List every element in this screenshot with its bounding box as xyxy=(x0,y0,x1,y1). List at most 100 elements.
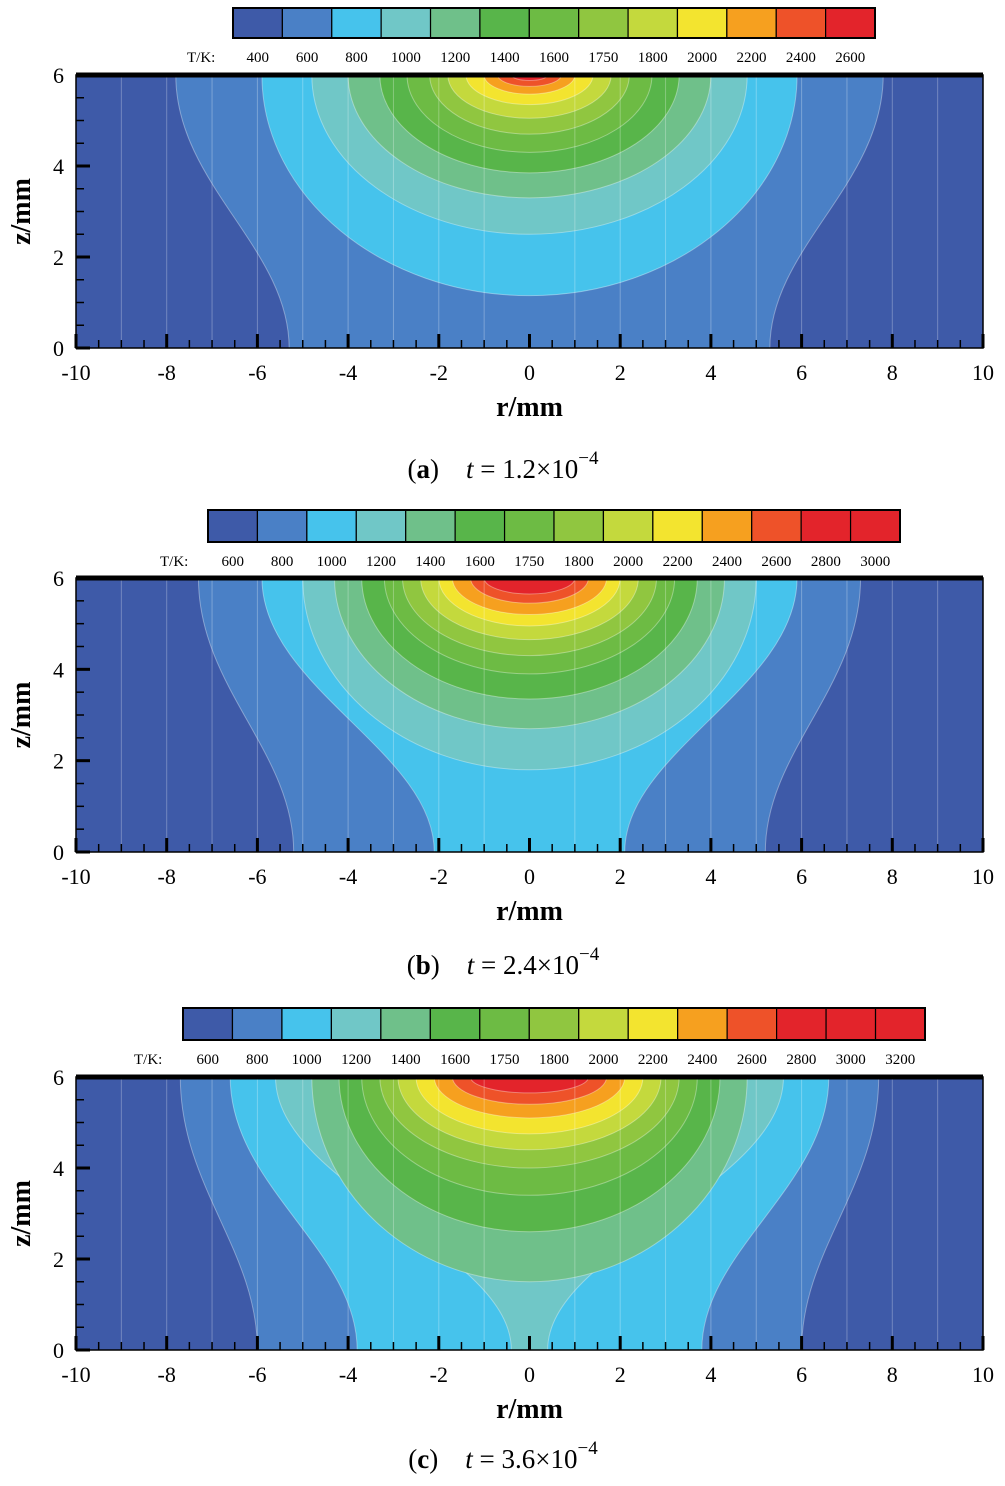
colorbar-level-label: 2600 xyxy=(835,50,865,66)
colorbar-level-label: 600 xyxy=(296,50,319,66)
colorbar-level-label: 3000 xyxy=(860,554,890,570)
x-tick-label: -2 xyxy=(430,1362,448,1387)
colorbar-swatch xyxy=(677,1007,728,1041)
x-tick-label: -8 xyxy=(158,864,176,889)
colorbar-swatch xyxy=(849,509,901,543)
colorbar-swatch xyxy=(528,7,580,39)
colorbar-swatch xyxy=(676,7,728,39)
y-axis: 0 2 4 6 z/mm xyxy=(6,566,90,865)
colorbar-swatch xyxy=(380,1007,431,1041)
y-axis-title: z/mm xyxy=(6,682,37,749)
y-axis: 0 2 4 6 z/mm xyxy=(6,1065,90,1363)
panel-caption: (a) t = 1.2×10−4 xyxy=(408,448,599,484)
colorbar: 600 800 1000 1200 1400 1600 1750 1800 2000 2200 24… xyxy=(160,509,901,570)
x-tick-label: 2 xyxy=(615,864,626,889)
colorbar-level-label: 2000 xyxy=(588,1052,618,1068)
colorbar-swatch xyxy=(726,7,777,39)
colorbar-swatch xyxy=(454,509,506,543)
colorbar-swatch xyxy=(726,1007,778,1041)
colorbar-swatch xyxy=(231,1007,283,1041)
y-tick-label: 4 xyxy=(53,657,64,682)
colorbar-swatch xyxy=(775,7,827,39)
colorbar-swatch xyxy=(800,509,852,543)
panel-caption: (c) t = 3.6×10−4 xyxy=(408,1438,598,1474)
colorbar-title: T/K: xyxy=(187,50,215,66)
colorbar-swatch xyxy=(874,1007,926,1041)
colorbar-swatch xyxy=(701,509,753,543)
panel-b: 600 800 1000 1200 1400 1600 1750 1800 2000 2200 24… xyxy=(6,509,994,980)
colorbar-level-label: 1000 xyxy=(391,50,421,66)
y-tick-label: 2 xyxy=(53,1247,64,1272)
colorbar-title: T/K: xyxy=(160,554,188,570)
colorbar-swatch xyxy=(330,1007,382,1041)
colorbar-level-label: 1800 xyxy=(564,554,594,570)
colorbar-level-label: 1600 xyxy=(440,1052,470,1068)
x-tick-label: -6 xyxy=(248,1362,266,1387)
colorbar-swatch xyxy=(281,7,333,39)
y-axis-title: z/mm xyxy=(6,1180,37,1247)
y-tick-label: 4 xyxy=(53,154,64,179)
x-tick-label: -2 xyxy=(430,864,448,889)
x-tick-label: 2 xyxy=(615,1362,626,1387)
colorbar: 600 800 1000 1200 1400 1600 1750 1800 2000 2200 24… xyxy=(134,1007,926,1068)
x-tick-label: 0 xyxy=(524,864,535,889)
colorbar-swatch xyxy=(578,7,629,39)
colorbar-swatch xyxy=(652,509,703,543)
contour-plot xyxy=(76,1077,983,1350)
colorbar-level-label: 1200 xyxy=(440,50,470,66)
x-tick-label: -8 xyxy=(158,1362,176,1387)
x-tick-label: 6 xyxy=(796,360,807,385)
colorbar-level-label: 2200 xyxy=(737,50,767,66)
x-tick-label: -4 xyxy=(339,1362,357,1387)
y-axis: 0 2 4 6 z/mm xyxy=(6,63,90,361)
colorbar-level-label: 1750 xyxy=(588,50,618,66)
colorbar-level-label: 1000 xyxy=(317,554,347,570)
panel-caption: (b) t = 2.4×10−4 xyxy=(407,944,600,980)
colorbar-swatch xyxy=(578,1007,629,1041)
colorbar-level-label: 2000 xyxy=(613,554,643,570)
colorbar-swatch xyxy=(627,7,679,39)
colorbar: 400 600 800 1000 1200 1400 1600 1750 1800 2000 220… xyxy=(187,7,876,66)
colorbar-level-label: 2600 xyxy=(737,1052,767,1068)
x-axis: -10 -8 -6 -4 -2 0 2 4 6 8 10 r/mm xyxy=(61,838,994,927)
y-tick-label: 0 xyxy=(53,840,64,865)
colorbar-swatch xyxy=(528,1007,580,1041)
x-axis: -10 -8 -6 -4 -2 0 2 4 6 8 10 r/mm xyxy=(61,1336,994,1425)
colorbar-level-label: 2600 xyxy=(761,554,791,570)
colorbar-level-label: 1600 xyxy=(539,50,569,66)
x-tick-label: 10 xyxy=(972,360,994,385)
x-tick-label: 4 xyxy=(705,360,716,385)
colorbar-level-label: 1400 xyxy=(490,50,520,66)
contour-plot xyxy=(76,578,983,852)
x-tick-label: -10 xyxy=(61,360,90,385)
colorbar-level-label: 2200 xyxy=(663,554,693,570)
colorbar-swatch xyxy=(331,7,382,39)
x-tick-label: -10 xyxy=(61,864,90,889)
colorbar-swatch xyxy=(232,7,283,39)
x-tick-label: 8 xyxy=(887,360,898,385)
colorbar-swatch xyxy=(429,7,481,39)
colorbar-swatch xyxy=(825,1007,877,1041)
colorbar-swatch xyxy=(207,509,259,543)
colorbar-level-label: 1400 xyxy=(391,1052,421,1068)
colorbar-level-label: 2400 xyxy=(712,554,742,570)
colorbar-swatch xyxy=(627,1007,679,1041)
y-tick-label: 0 xyxy=(53,1338,64,1363)
colorbar-level-label: 1200 xyxy=(341,1052,371,1068)
colorbar-swatch xyxy=(281,1007,332,1041)
y-tick-label: 6 xyxy=(53,1065,64,1090)
colorbar-level-label: 2000 xyxy=(687,50,717,66)
colorbar-border xyxy=(182,1007,926,1041)
colorbar-level-label: 3000 xyxy=(836,1052,866,1068)
x-tick-label: 6 xyxy=(796,1362,807,1387)
x-tick-label: -8 xyxy=(158,360,176,385)
x-tick-label: -4 xyxy=(339,360,357,385)
colorbar-swatch xyxy=(355,509,407,543)
x-tick-label: -4 xyxy=(339,864,357,889)
x-tick-label: -6 xyxy=(248,864,266,889)
colorbar-level-label: 2800 xyxy=(811,554,841,570)
colorbar-swatch xyxy=(751,509,802,543)
colorbar-border xyxy=(207,509,901,543)
y-tick-label: 6 xyxy=(53,63,64,88)
